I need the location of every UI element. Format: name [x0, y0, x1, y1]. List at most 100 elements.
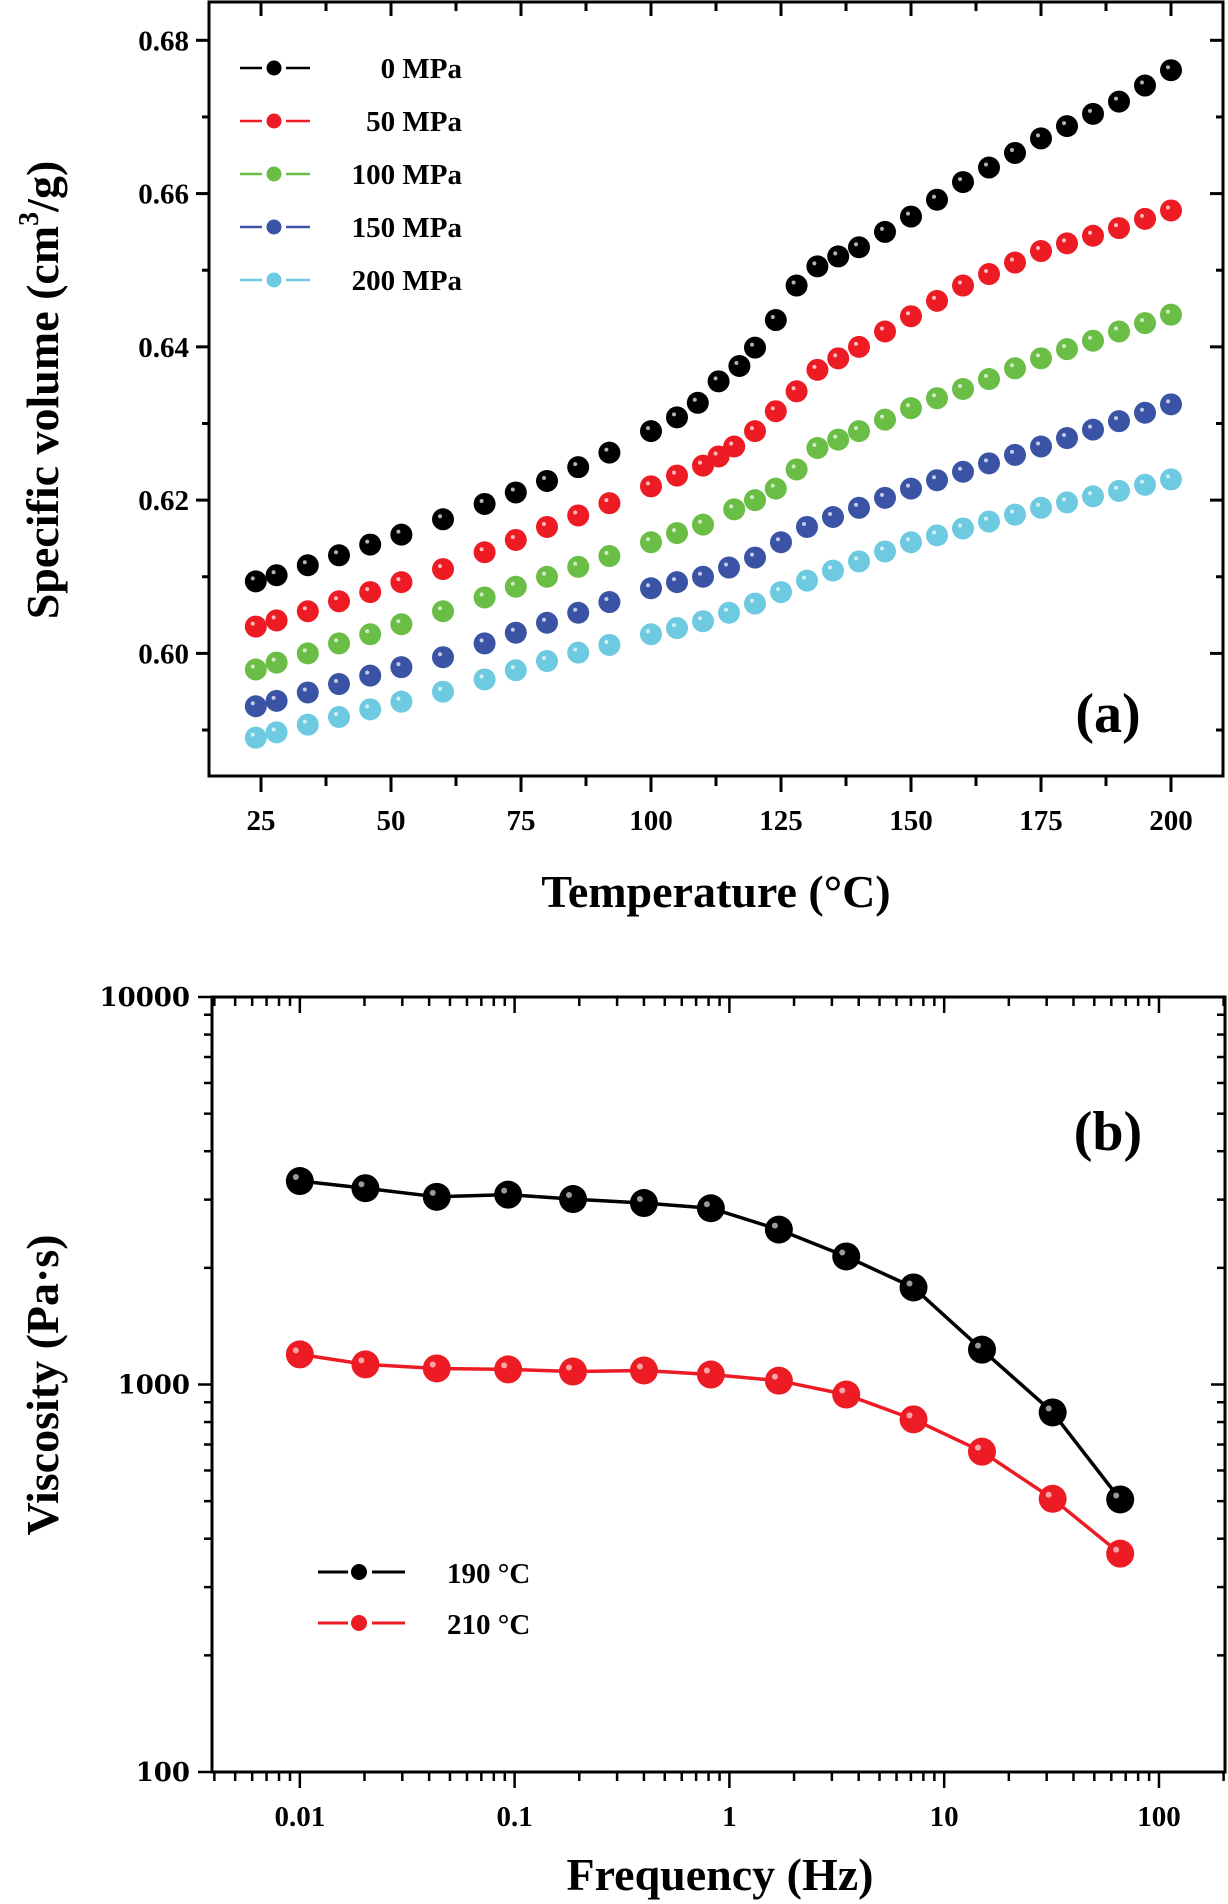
data-point-highlight	[573, 647, 578, 652]
data-point	[1030, 435, 1052, 458]
data-point-highlight	[1088, 424, 1092, 429]
data-point	[504, 659, 527, 682]
data-point-highlight	[334, 711, 338, 716]
data-point	[536, 650, 558, 673]
data-point-highlight	[958, 523, 962, 528]
data-point	[822, 505, 844, 528]
x-axis-title: Frequency (Hz)	[566, 1849, 873, 1900]
data-point-highlight	[479, 592, 484, 597]
data-point-highlight	[1166, 65, 1170, 70]
data-point	[473, 541, 496, 564]
data-point-highlight	[828, 511, 832, 516]
data-point-highlight	[1036, 133, 1040, 138]
data-point-highlight	[698, 571, 702, 576]
data-point-highlight	[1140, 318, 1144, 323]
data-point	[1082, 329, 1104, 352]
data-point-highlight	[250, 701, 255, 706]
data-point-highlight	[839, 1249, 846, 1256]
data-point	[848, 335, 870, 358]
data-point	[598, 591, 621, 614]
data-point	[1056, 491, 1078, 514]
data-point	[967, 1335, 996, 1364]
data-point	[666, 522, 688, 545]
y-axis-title: Specific volume (cm3/g)	[14, 161, 68, 620]
data-point	[827, 245, 850, 268]
data-point-highlight	[906, 483, 910, 488]
data-point	[1108, 217, 1130, 240]
data-point	[723, 435, 746, 458]
data-point-highlight	[365, 587, 370, 592]
data-point	[640, 420, 662, 443]
y-tick-label: 10000	[100, 983, 190, 1013]
data-point-highlight	[479, 638, 484, 643]
data-point	[296, 681, 319, 704]
data-point-highlight	[250, 621, 255, 626]
data-point	[598, 633, 621, 656]
legend-item: 50 MPa	[240, 106, 462, 138]
data-point-highlight	[854, 242, 858, 247]
data-point	[473, 668, 496, 691]
data-point	[723, 498, 746, 521]
data-point	[598, 441, 621, 464]
x-tick-label: 175	[1019, 805, 1063, 837]
data-point	[1030, 496, 1052, 519]
data-point-highlight	[1010, 509, 1014, 514]
data-point-highlight	[396, 619, 401, 624]
data-point-highlight	[1062, 238, 1066, 243]
data-point-highlight	[604, 597, 609, 602]
data-point	[1160, 303, 1182, 326]
data-point-highlight	[1036, 353, 1040, 358]
data-point-highlight	[334, 550, 338, 555]
data-point-highlight	[1166, 399, 1170, 404]
data-point	[1030, 127, 1052, 150]
data-point	[785, 274, 808, 297]
data-point-highlight	[438, 652, 442, 657]
data-point	[598, 492, 621, 515]
x-tick-label: 25	[247, 805, 276, 837]
data-point-highlight	[770, 406, 775, 411]
x-tick-label: 150	[889, 805, 933, 837]
data-point-highlight	[1062, 497, 1066, 502]
data-point	[952, 378, 974, 400]
data-point-highlight	[1166, 474, 1170, 479]
data-point	[390, 690, 413, 713]
x-tick-label: 100	[1137, 1801, 1181, 1833]
x-tick-label: 1	[722, 1801, 737, 1833]
data-point-highlight	[880, 546, 884, 551]
data-point-highlight	[791, 280, 796, 285]
data-point	[696, 1194, 725, 1223]
data-point-highlight	[771, 1222, 778, 1229]
data-point	[328, 590, 350, 613]
data-point	[764, 309, 787, 332]
data-point-highlight	[358, 1357, 365, 1364]
legend-marker	[351, 1615, 367, 1631]
data-point-highlight	[703, 1201, 710, 1208]
data-points	[244, 59, 1182, 749]
data-point	[265, 609, 288, 632]
data-point	[666, 571, 688, 594]
data-point	[265, 689, 288, 712]
series-190-c-line	[299, 1179, 1122, 1501]
data-point	[390, 613, 413, 636]
data-point	[432, 646, 454, 669]
data-point-highlight	[698, 519, 702, 524]
data-point	[806, 358, 829, 381]
data-point	[328, 632, 350, 655]
data-point	[764, 477, 787, 500]
legend-item: 190 °C	[318, 1558, 530, 1590]
data-point	[390, 523, 413, 546]
data-point-highlight	[974, 1342, 981, 1349]
legend-label: 0 MPa	[381, 53, 463, 85]
data-point-highlight	[479, 547, 484, 552]
data-point-highlight	[833, 434, 838, 439]
data-point	[666, 406, 688, 429]
data-point	[718, 556, 740, 579]
data-point	[822, 559, 844, 582]
series-0-mpa	[244, 59, 1182, 593]
data-point-highlight	[672, 412, 676, 417]
data-point	[744, 336, 766, 359]
data-point	[504, 481, 527, 504]
data-point	[785, 380, 808, 403]
data-point	[1160, 59, 1182, 82]
